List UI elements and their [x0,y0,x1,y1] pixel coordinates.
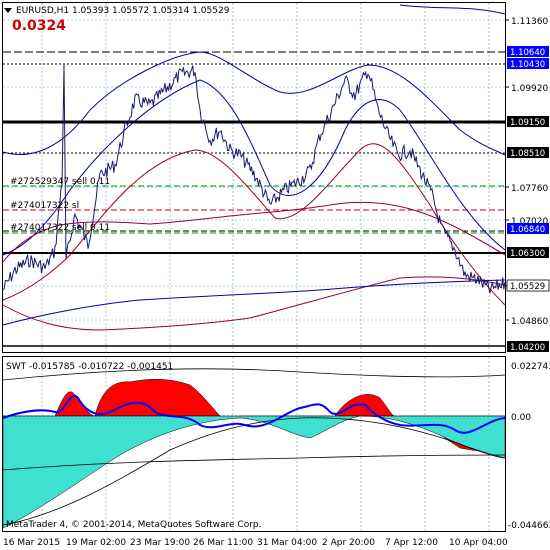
price-tag: 1.10430 [510,60,545,70]
price-tag: 1.06840 [510,225,545,235]
price-tag: 1.05529 [510,282,545,292]
indicator-axis: 0.022741 0.00 -0.044663 [508,362,550,531]
price-tags: 1.10640 1.10430 1.09150 1.08510 1.06840 … [506,46,550,353]
price-tag: 1.04200 [510,343,545,353]
price-tick: 1.09920 [511,84,548,94]
price-tag: 1.09150 [510,118,545,128]
price-tag: 1.08510 [510,149,545,159]
time-tick: 23 Mar 19:00 [130,538,190,548]
indicator-tick: -0.044663 [508,521,550,531]
time-tick: 19 Mar 02:00 [66,538,126,548]
order-label-2: #274017322 sl [10,201,79,211]
order-label-1: #272529347 sell 0.11 [10,177,110,187]
indicator-tick: 0.022741 [511,362,550,372]
price-tick: 1.04860 [511,317,548,327]
time-axis: 16 Mar 2015 19 Mar 02:00 23 Mar 19:00 26… [3,538,508,548]
envelope-bands [2,4,506,331]
order-label-3: #274017322 sell 0.11 [10,223,110,233]
price-tag: 1.06300 [510,249,545,259]
horizontal-lines [3,51,505,347]
time-tick: 16 Mar 2015 [3,538,60,548]
indicator-lines [2,368,506,526]
collapse-triangle-icon[interactable] [4,8,12,13]
price-tag: 1.10640 [510,48,545,58]
time-tick: 7 Apr 12:00 [385,538,438,548]
time-tick: 10 Apr 04:00 [449,538,508,548]
value-label: 0.0324 [12,18,66,34]
time-tick: 26 Mar 11:00 [193,538,253,548]
time-tick: 31 Mar 04:00 [257,538,317,548]
price-tick: 1.07020 [511,217,548,227]
symbol-info-label: EURUSD,H1 1.05393 1.05572 1.05314 1.0552… [16,6,230,16]
indicator-tick: 0.00 [511,413,531,423]
indicator-label: SWT -0.015785 -0.010722 -0.001451 [6,362,173,372]
copyright-label: MetaTrader 4, © 2001-2014, MetaQuotes So… [6,520,262,530]
price-tick: 1.11360 [511,17,548,27]
price-tick: 1.07760 [511,184,548,194]
time-tick: 2 Apr 20:00 [322,538,375,548]
price-series [2,64,506,294]
